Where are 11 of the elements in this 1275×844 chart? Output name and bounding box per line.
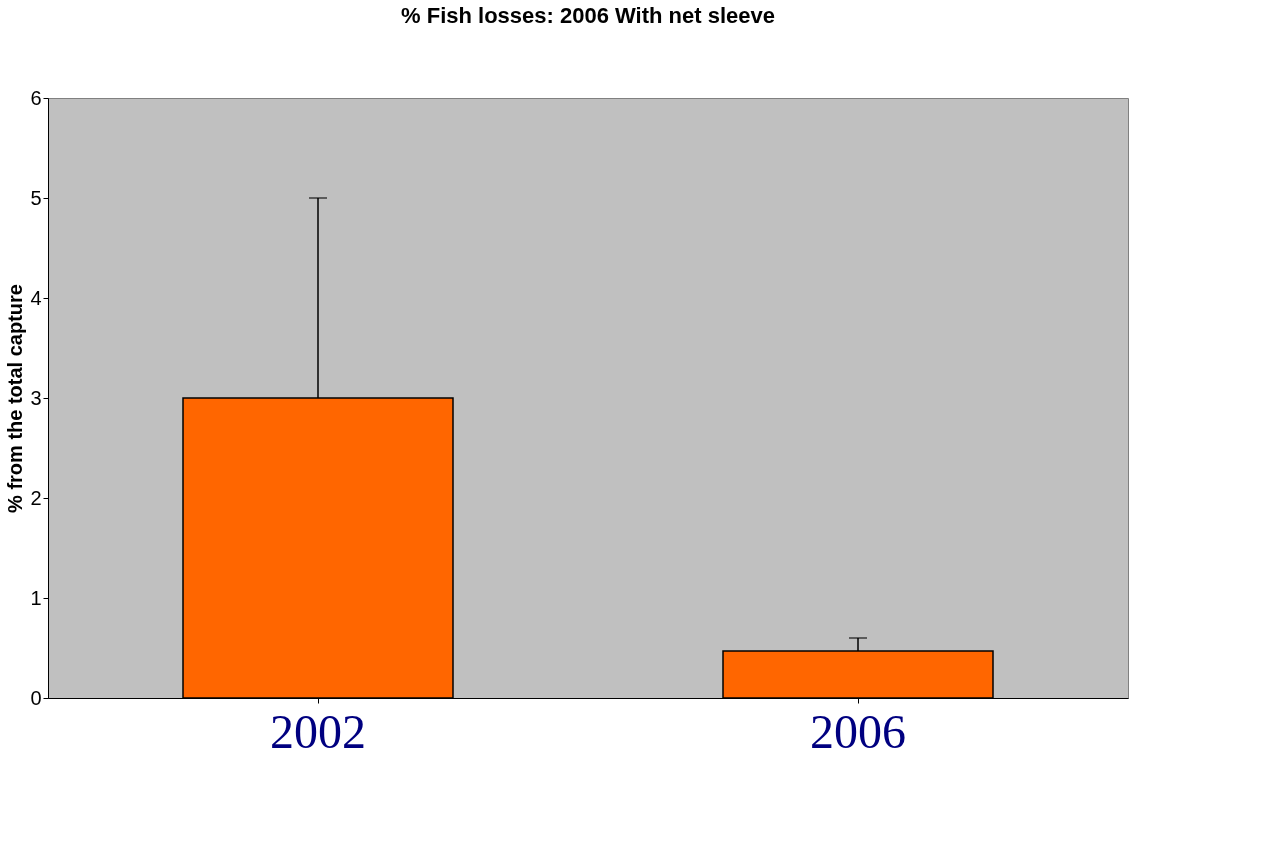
y-axis-title: % from the total capture bbox=[4, 284, 27, 513]
y-tick-label: 2 bbox=[30, 486, 42, 509]
y-tick-label: 5 bbox=[30, 186, 42, 209]
x-tick-label: 2002 bbox=[270, 704, 366, 758]
chart-title: % Fish losses: 2006 With net sleeve bbox=[401, 3, 775, 28]
y-tick-label: 6 bbox=[30, 86, 42, 109]
y-tick-label: 0 bbox=[30, 686, 42, 709]
y-tick-label: 3 bbox=[30, 386, 42, 409]
x-tick-label: 2006 bbox=[810, 704, 906, 758]
y-tick-label: 4 bbox=[30, 286, 42, 309]
y-tick-label: 1 bbox=[30, 586, 42, 609]
